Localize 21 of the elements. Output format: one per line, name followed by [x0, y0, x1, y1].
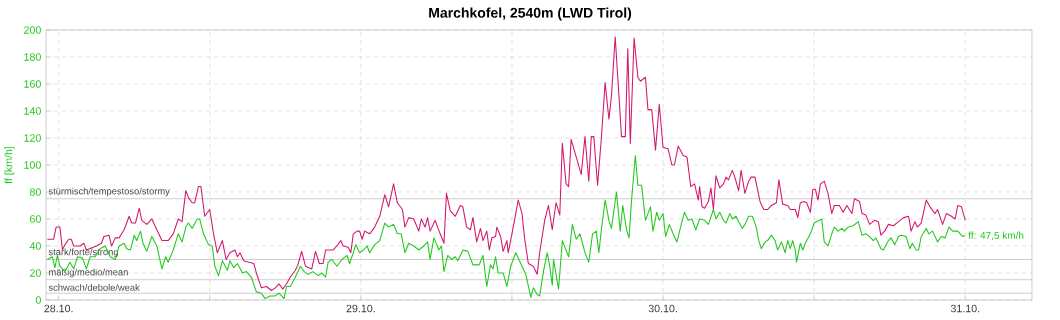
y-tick-label: 80: [29, 188, 41, 196]
y-tick-label: 20: [30, 269, 41, 277]
annotation: ff: 47,5 km/h: [968, 231, 1024, 241]
y-tick-label: 60: [30, 215, 41, 223]
x-tick-label: 30.10.: [648, 304, 677, 313]
ref-line-label: stürmisch/tempestoso/stormy: [48, 187, 170, 197]
chart-title: Marchkofel, 2540m (LWD Tirol): [429, 7, 632, 21]
y-tick-label: 200: [24, 26, 41, 34]
y-tick-label: 40: [29, 242, 41, 250]
x-tick-label: 31.10.: [950, 304, 980, 313]
y-tick-label: 180: [24, 53, 41, 61]
x-tick-label: 29.10.: [346, 304, 375, 313]
y-tick-label: 120: [24, 134, 41, 142]
y-tick-label: 0: [35, 296, 41, 304]
x-tick-label: 28.10.: [44, 304, 73, 313]
ref-line-label: schwach/debole/weak: [48, 283, 140, 291]
ref-line-label: mäßig/medio/mean: [49, 268, 128, 278]
y-tick-label: 140: [24, 107, 41, 115]
y-tick-label: 100: [24, 161, 41, 169]
y-axis-title: ff [km/h]: [4, 146, 15, 184]
y-tick-label: 160: [24, 80, 41, 88]
